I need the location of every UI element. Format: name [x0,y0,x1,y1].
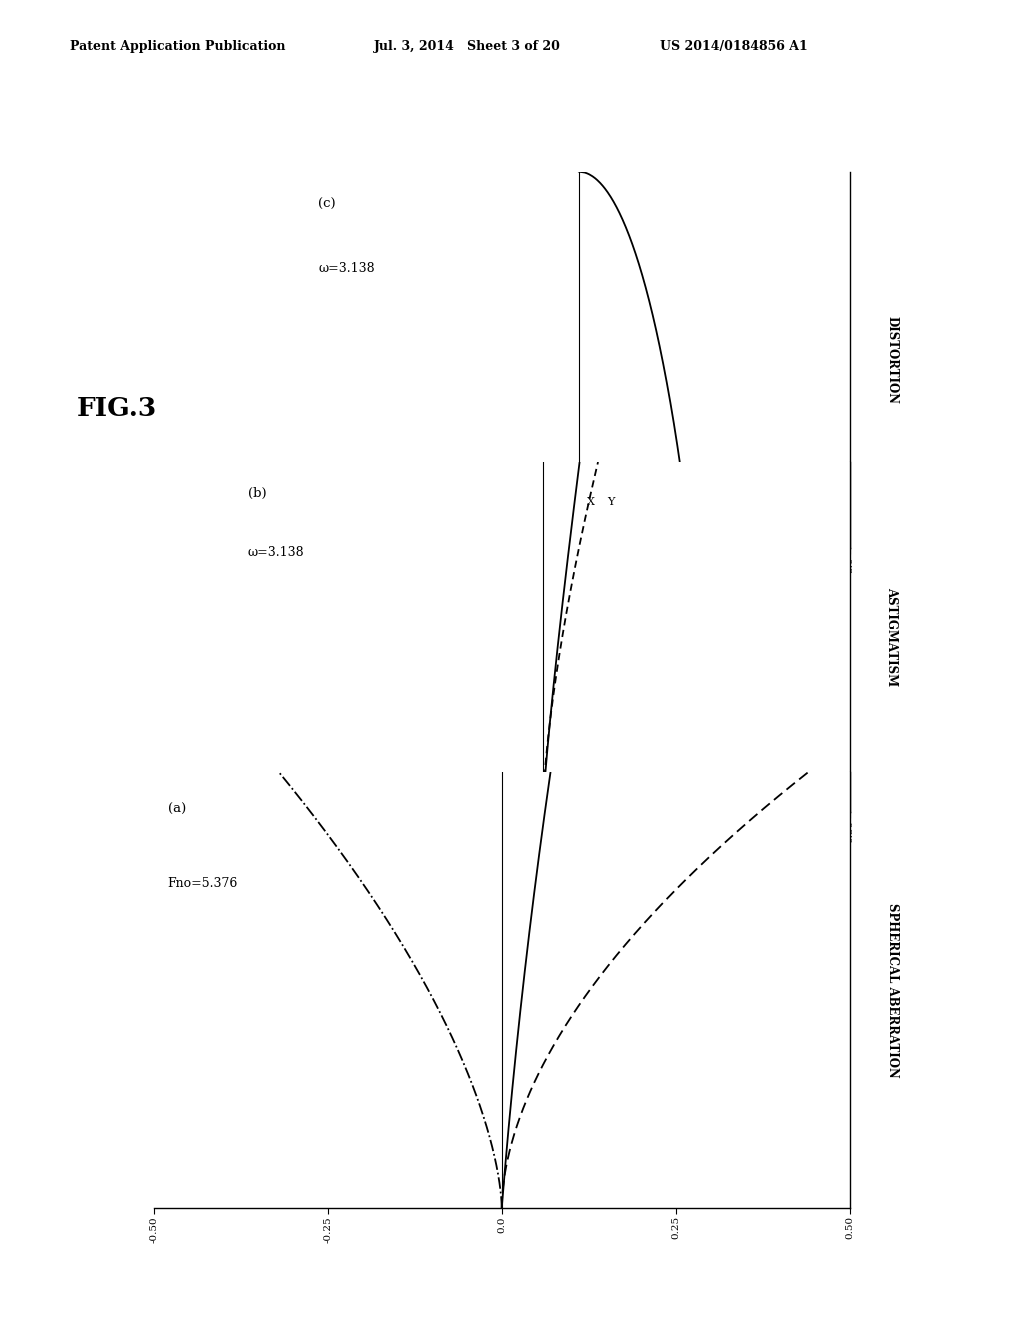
Text: Y: Y [607,498,614,507]
Text: Patent Application Publication: Patent Application Publication [70,40,285,53]
Text: (c): (c) [318,198,336,211]
Text: (b): (b) [248,487,266,499]
Y-axis label: DISTORTION: DISTORTION [886,315,898,404]
Text: Fno=5.376: Fno=5.376 [168,876,238,890]
Text: ω=3.138: ω=3.138 [318,261,375,275]
Text: FIG.3: FIG.3 [77,396,157,421]
Text: (a): (a) [168,803,185,816]
Text: Jul. 3, 2014   Sheet 3 of 20: Jul. 3, 2014 Sheet 3 of 20 [374,40,560,53]
Text: US 2014/0184856 A1: US 2014/0184856 A1 [660,40,808,53]
Text: X: X [587,498,595,507]
Text: ω=3.138: ω=3.138 [248,546,304,558]
Y-axis label: ASTIGMATISM: ASTIGMATISM [886,587,898,686]
Y-axis label: SPHERICAL ABERRATION: SPHERICAL ABERRATION [886,903,898,1077]
